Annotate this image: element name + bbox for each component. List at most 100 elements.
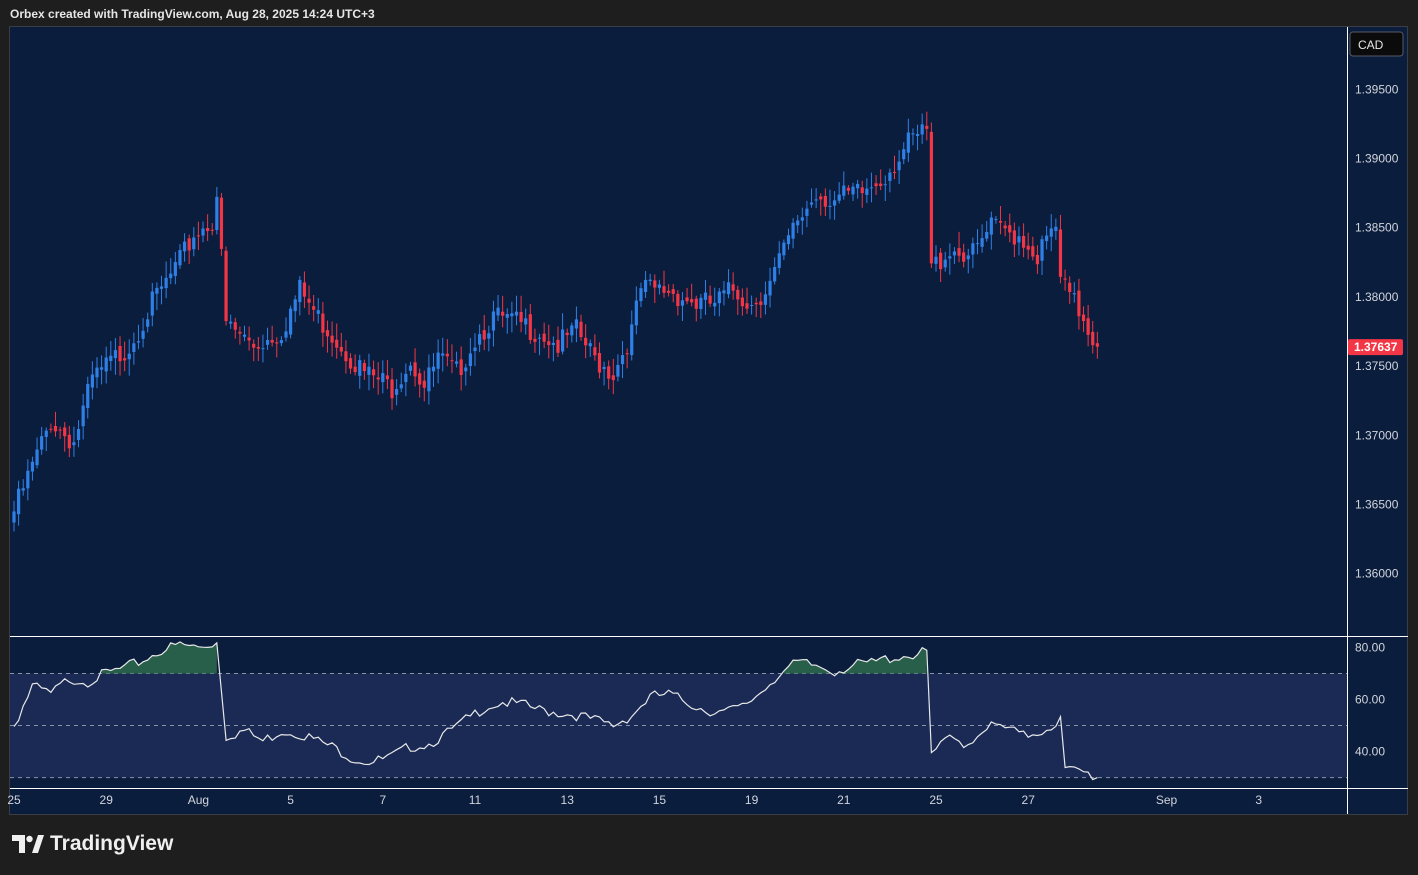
candle-body bbox=[385, 375, 390, 380]
time-tick-label: 7 bbox=[379, 793, 386, 807]
candle-body bbox=[805, 208, 809, 216]
candle-body bbox=[215, 196, 219, 231]
candle-body bbox=[123, 358, 127, 361]
candle-body bbox=[533, 338, 537, 342]
candle-body bbox=[1095, 343, 1099, 347]
candle-body bbox=[1045, 235, 1049, 242]
candle-body bbox=[63, 427, 67, 437]
candle-body bbox=[537, 337, 542, 339]
candle-body bbox=[934, 256, 938, 264]
candle-body bbox=[754, 302, 758, 305]
time-tick-label: 5 bbox=[287, 793, 294, 807]
candle-body bbox=[657, 284, 661, 288]
candle-body bbox=[763, 294, 768, 305]
candle-body bbox=[427, 367, 431, 392]
candle-body bbox=[939, 252, 943, 270]
candle-body bbox=[21, 488, 25, 491]
candle-body bbox=[759, 301, 763, 305]
candle-body bbox=[851, 186, 855, 195]
candle-body bbox=[270, 339, 274, 343]
candle-body bbox=[1012, 230, 1016, 245]
candle-body bbox=[436, 352, 440, 369]
candle-body bbox=[86, 383, 90, 408]
candle-body bbox=[920, 124, 924, 135]
candle-body bbox=[607, 366, 611, 379]
candle-body bbox=[782, 242, 786, 256]
candle-body bbox=[381, 373, 385, 383]
price-pane-bg bbox=[10, 27, 1347, 636]
rsi-overbought-fill bbox=[839, 647, 927, 674]
candle-body bbox=[390, 379, 394, 399]
candle-body bbox=[630, 324, 634, 356]
candle-body bbox=[989, 217, 993, 235]
candle-body bbox=[842, 185, 846, 196]
price-tick-label: 1.36000 bbox=[1355, 567, 1399, 581]
candle-body bbox=[178, 250, 182, 266]
candle-body bbox=[44, 430, 48, 437]
candle-body bbox=[685, 297, 689, 302]
candle-body bbox=[487, 333, 491, 339]
candle-body bbox=[542, 333, 546, 342]
candle-body bbox=[182, 241, 187, 252]
candle-body bbox=[1054, 226, 1058, 231]
candle-body bbox=[284, 331, 288, 338]
candle-body bbox=[35, 449, 39, 466]
candle-body bbox=[874, 183, 878, 187]
candle-body bbox=[422, 380, 426, 388]
candle-body bbox=[496, 307, 500, 316]
candle-body bbox=[265, 340, 270, 345]
candle-body bbox=[302, 282, 307, 297]
candle-body bbox=[962, 252, 966, 262]
candle-body bbox=[911, 133, 915, 135]
rsi-line bbox=[13, 641, 1098, 781]
candle-body bbox=[708, 295, 712, 304]
tradingview-logo[interactable]: TradingView bbox=[12, 832, 173, 856]
time-tick-label: 19 bbox=[745, 793, 759, 807]
candle-body bbox=[187, 238, 191, 251]
candle-body bbox=[828, 205, 832, 207]
candle-body bbox=[132, 343, 136, 352]
candle-body bbox=[565, 332, 569, 336]
candle-body bbox=[413, 362, 417, 377]
candle-body bbox=[1077, 290, 1081, 317]
candle-body bbox=[104, 357, 108, 372]
candle-body bbox=[597, 353, 602, 373]
candle-body bbox=[210, 229, 214, 231]
candle-body bbox=[501, 311, 505, 316]
candle-body bbox=[676, 293, 680, 307]
candle-body bbox=[1021, 235, 1026, 248]
candle-body bbox=[173, 262, 177, 276]
candle-body bbox=[261, 348, 265, 350]
candle-body bbox=[736, 289, 740, 300]
candle-body bbox=[229, 321, 233, 324]
candle-body bbox=[514, 311, 519, 316]
time-tick-label: 11 bbox=[469, 793, 482, 807]
candle-body bbox=[653, 280, 657, 288]
candle-body bbox=[694, 298, 698, 309]
time-tick-label: 3 bbox=[1255, 793, 1262, 807]
candle-body bbox=[777, 253, 781, 268]
candle-body bbox=[819, 196, 823, 200]
candle-body bbox=[155, 287, 159, 294]
candle-body bbox=[966, 255, 970, 260]
candle-body bbox=[616, 364, 620, 377]
candle-body bbox=[307, 298, 311, 303]
candle-body bbox=[957, 248, 961, 256]
candle-body bbox=[404, 373, 408, 383]
candle-body bbox=[26, 470, 30, 489]
candle-body bbox=[593, 347, 597, 356]
candle-body bbox=[1026, 245, 1030, 250]
candle-body bbox=[252, 343, 256, 348]
time-tick-label: Aug bbox=[188, 793, 209, 807]
candle-body bbox=[879, 183, 883, 187]
candle-body bbox=[602, 366, 606, 370]
candle-body bbox=[399, 384, 403, 389]
rsi-tick-label: 40.00 bbox=[1355, 745, 1385, 759]
candle-body bbox=[473, 347, 477, 352]
candle-body bbox=[846, 187, 851, 191]
candle-body bbox=[547, 341, 551, 346]
candle-body bbox=[376, 377, 380, 380]
candle-body bbox=[570, 325, 574, 336]
candle-body bbox=[219, 197, 224, 249]
